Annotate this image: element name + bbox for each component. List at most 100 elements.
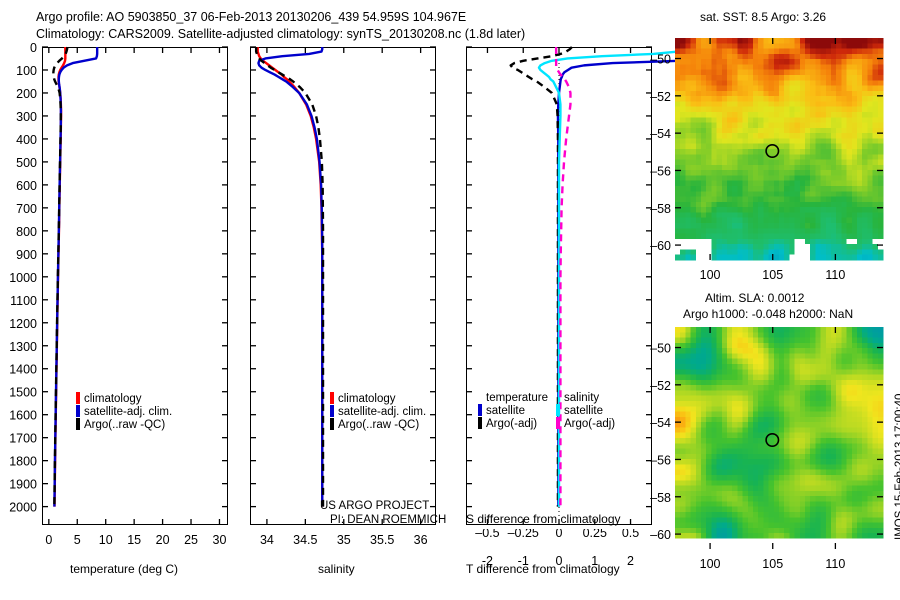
svg-text:1000: 1000 [9,271,37,285]
svg-text:–50: –50 [650,342,671,356]
legend-swatch-argo-icon [76,418,80,430]
svg-text:800: 800 [16,225,37,239]
sla-map-axis-ticks: 100 105 110 –50 –52 –54 –56 –58 –60 [650,327,883,571]
legend-swatch-argo-icon [330,418,334,430]
svg-text:100: 100 [16,64,37,78]
legend-item-temperature-argo: Argo(-adj) [478,417,548,430]
svg-text:5: 5 [74,533,81,547]
legend-label: climatology [338,393,396,405]
salinity-legend: climatology satellite-adj. clim. Argo(..… [330,392,426,431]
svg-text:34.5: 34.5 [293,533,317,547]
svg-text:–58: –58 [650,491,671,505]
legend-item-salinity-satellite: satellite [556,404,615,417]
watermark-text: IMOS 15-Feb-2013 17:00:40 [894,393,900,540]
svg-text:0.5: 0.5 [622,526,639,540]
svg-text:0: 0 [45,533,52,547]
svg-text:–56: –56 [650,453,671,467]
svg-text:110: 110 [825,268,845,282]
svg-text:1: 1 [591,554,598,568]
svg-text:35: 35 [337,533,351,547]
svg-text:36: 36 [414,533,428,547]
salinity-difference-axis-label: S difference from climatology [466,512,621,526]
temperature-axis-ticks: 0 5 10 15 20 25 300100200300400500600700800900… [9,41,228,547]
svg-text:30: 30 [213,533,227,547]
svg-text:–60: –60 [650,239,671,253]
sst-map-title: sat. SST: 8.5 Argo: 3.26 [700,10,827,24]
salinity-axis-ticks: 34 34.5 35 35.5 36 [250,46,436,547]
legend-label: Argo(..raw -QC) [338,419,420,431]
svg-text:-2: -2 [482,554,493,568]
legend-swatch-salinity-argo-icon [556,417,560,429]
svg-text:1200: 1200 [9,317,37,331]
svg-text:1500: 1500 [9,386,37,400]
legend-swatch-temperature-argo-icon [478,417,482,429]
legend-label: climatology [84,393,142,405]
svg-text:34: 34 [260,533,274,547]
salinity-profile-panel[interactable] [250,47,436,525]
legend-swatch-climatology-icon [76,392,80,404]
svg-text:2: 2 [627,554,634,568]
legend-swatch-satellite-icon [330,405,334,417]
svg-text:1400: 1400 [9,363,37,377]
credits-line2: PI: DEAN ROEMMICH [330,514,447,526]
svg-text:0.25: 0.25 [583,526,607,540]
svg-text:100: 100 [700,557,721,571]
svg-text:1700: 1700 [9,432,37,446]
svg-text:–60: –60 [650,528,671,542]
legend-label: Argo(-adj) [486,418,538,430]
svg-text:–0.25: –0.25 [508,526,539,540]
svg-text:10: 10 [99,533,113,547]
salinity-profile-plot [254,47,325,507]
legend-title-temperature: temperature [486,392,549,404]
legend-label: Argo(-adj) [564,418,616,430]
credits-line1: US ARGO PROJECT [320,500,430,512]
svg-text:1800: 1800 [9,455,37,469]
legend-label: satellite [564,405,603,417]
svg-text:-1: -1 [518,554,529,568]
temperature-profile-plot [52,46,99,507]
temperature-difference-axis-label: T difference from climatology [466,562,620,576]
svg-text:1100: 1100 [10,294,37,308]
legend-item-climatology: climatology [330,392,426,405]
temperature-legend: climatology satellite-adj. clim. Argo(..… [76,392,172,431]
svg-text:–58: –58 [650,202,671,216]
svg-text:1900: 1900 [9,478,37,492]
legend-swatch-salinity-satellite-icon [556,404,560,416]
legend-label: satellite [486,405,525,417]
legend-item-satellite: satellite-adj. clim. [76,405,172,418]
temperature-axis-label: temperature (deg C) [70,562,179,576]
svg-text:105: 105 [762,557,783,571]
page-title-line1: Argo profile: AO 5903850_37 06-Feb-2013 … [36,10,467,24]
temperature-profile-panel[interactable] [42,47,228,525]
salinity-axis-label: salinity [318,562,355,576]
sla-map-title-line1: Altim. SLA: 0.0012 [705,291,805,305]
svg-text:1600: 1600 [9,409,37,423]
svg-text:500: 500 [16,156,37,170]
svg-text:0: 0 [556,526,563,540]
svg-text:15: 15 [127,533,141,547]
page-title-line2: Climatology: CARS2009. Satellite-adjuste… [36,27,526,41]
legend-item-satellite: satellite-adj. clim. [330,405,426,418]
sla-map-title-line2: Argo h1000: -0.048 h2000: NaN [683,307,854,321]
legend-label: satellite-adj. clim. [338,406,427,418]
legend-item-salinity-argo: Argo(-adj) [556,417,615,430]
legend-swatch-temperature-satellite-icon [478,404,482,416]
legend-item-temperature-satellite: satellite [478,404,548,417]
svg-text:–52: –52 [650,379,671,393]
difference-legend-salinity: salinity satellite Argo(-adj) [556,392,615,430]
svg-text:1300: 1300 [9,340,37,354]
legend-item-climatology: climatology [76,392,172,405]
svg-text:700: 700 [16,202,37,216]
legend-label: Argo(..raw -QC) [84,419,166,431]
svg-text:20: 20 [156,533,170,547]
legend-item-argo: Argo(..raw -QC) [330,418,426,431]
legend-swatch-satellite-icon [76,405,80,417]
svg-text:0: 0 [556,554,563,568]
svg-text:105: 105 [762,268,783,282]
sst-map-axis-ticks: 100 105 110 –50 –52 –54 –56 –58 –60 [650,38,883,282]
sst-map-image [675,38,884,261]
legend-title-salinity: salinity [564,392,600,404]
watermark-timestamp: IMOS 15-Feb-2013 17:00:40 [894,394,900,552]
svg-text:900: 900 [16,248,37,262]
svg-text:0: 0 [30,41,37,55]
